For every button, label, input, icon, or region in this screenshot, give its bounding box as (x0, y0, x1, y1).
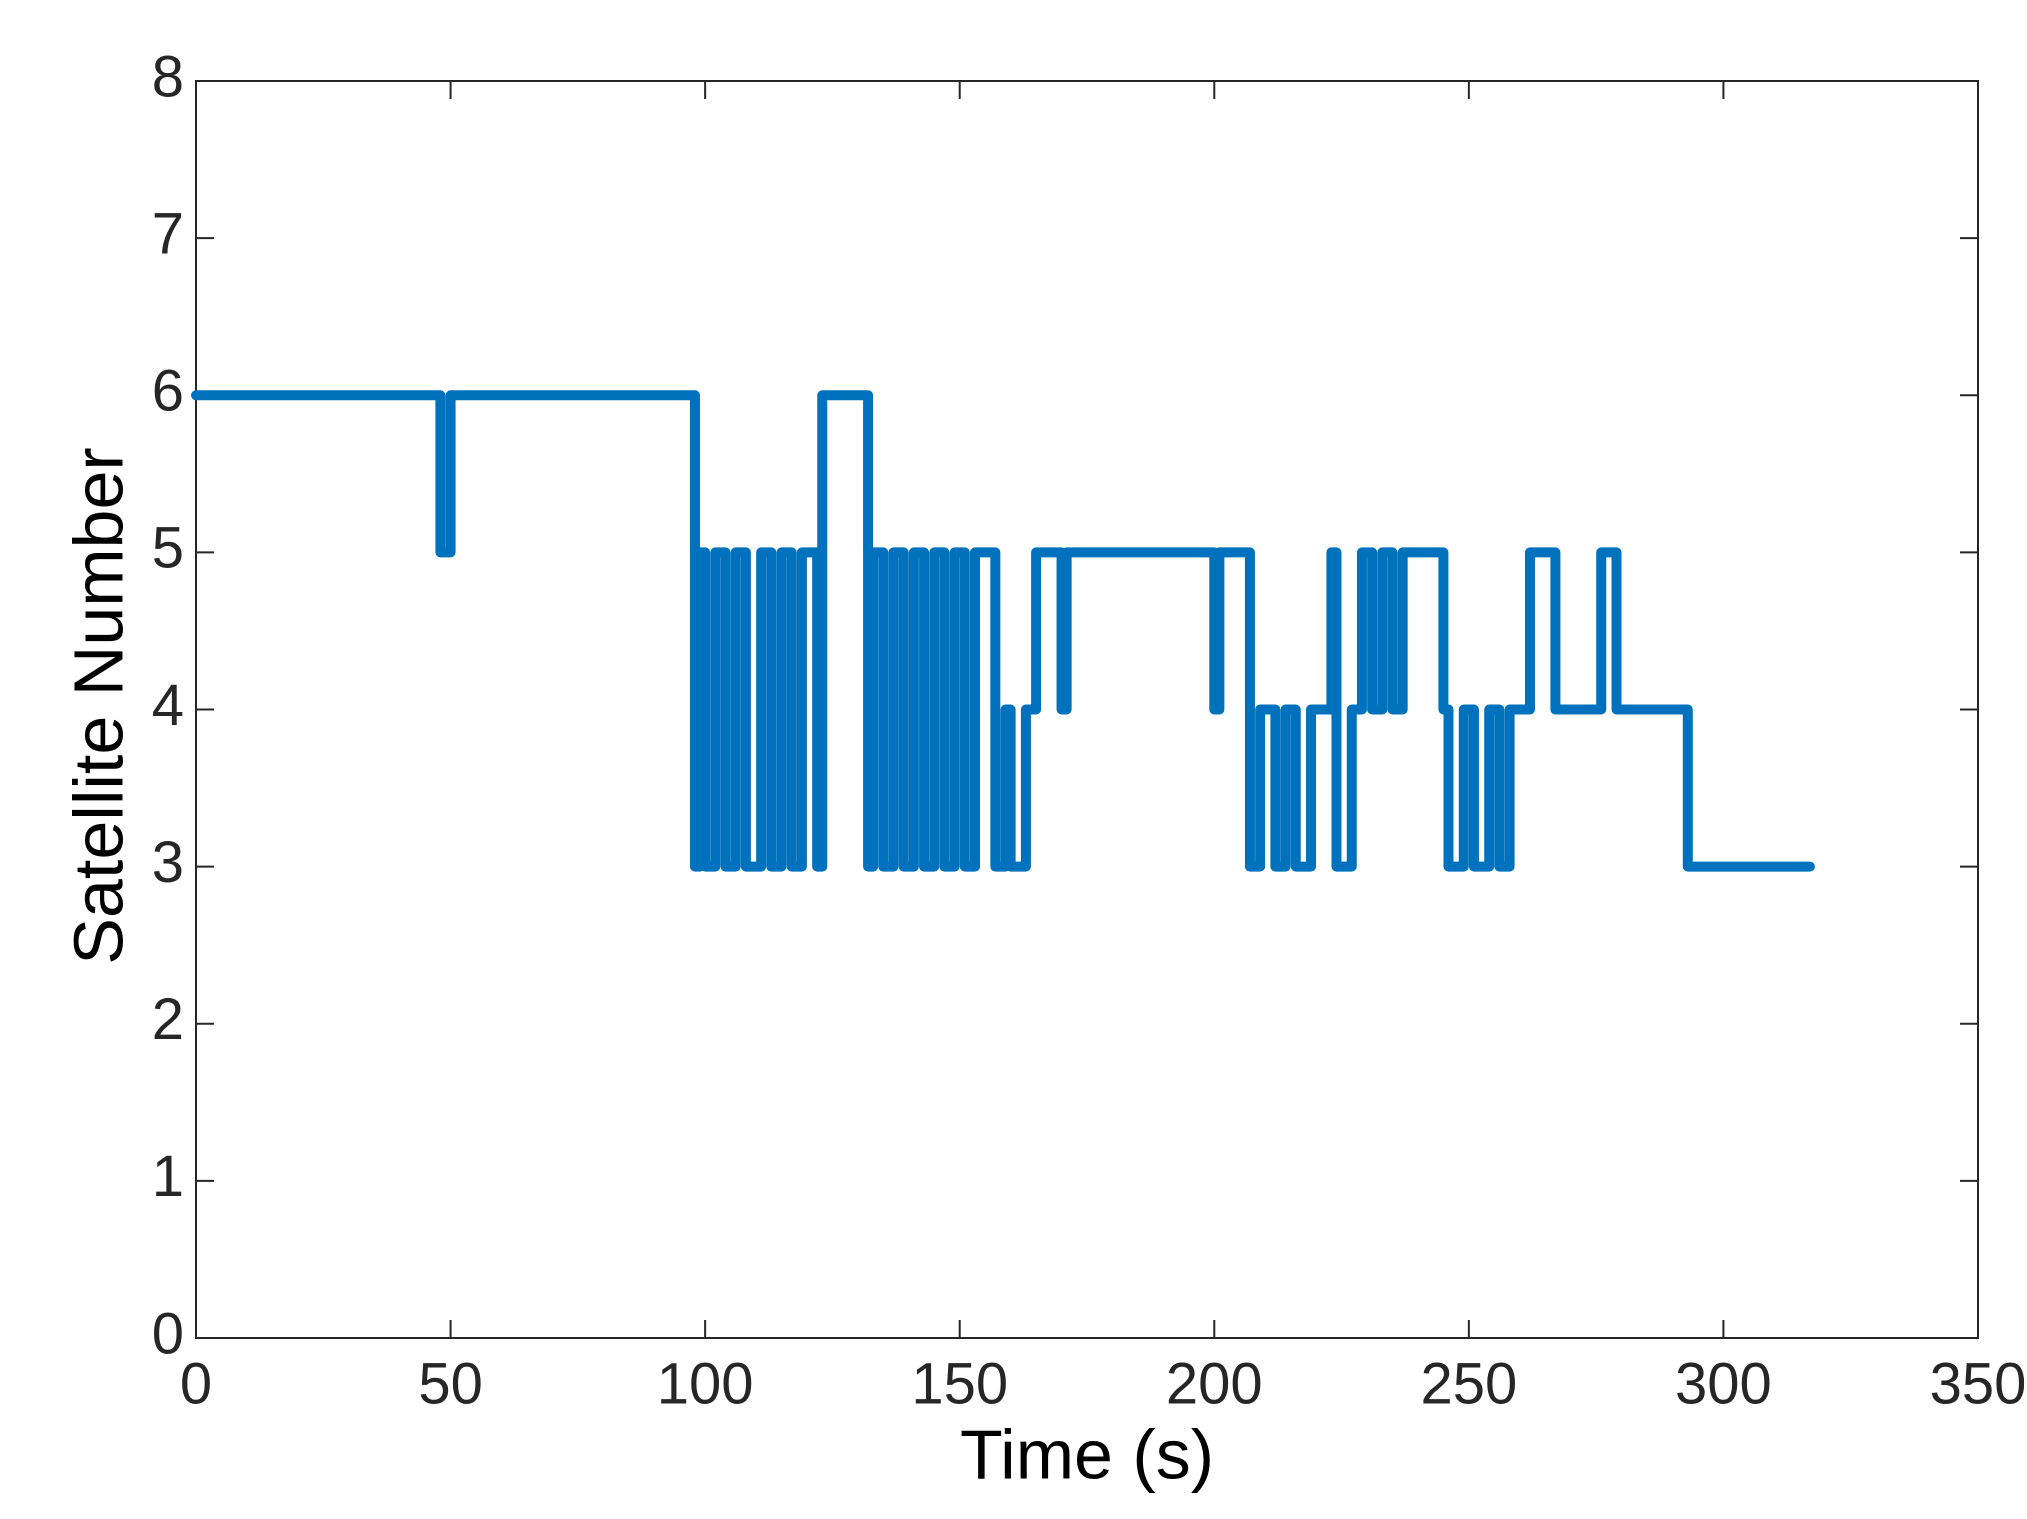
x-tick-label: 50 (418, 1351, 483, 1416)
x-tick-label: 350 (1930, 1351, 2027, 1416)
y-tick-label: 0 (152, 1301, 184, 1366)
y-tick-label: 8 (152, 44, 184, 109)
y-tick-label: 2 (152, 987, 184, 1052)
x-tick-label: 100 (657, 1351, 754, 1416)
y-axis-label: Satellite Number (59, 447, 137, 964)
series-line (191, 390, 1815, 872)
y-tick-label: 4 (152, 673, 184, 738)
x-tick-label: 200 (1166, 1351, 1263, 1416)
y-tick-label: 3 (152, 830, 184, 895)
x-tick-label: 150 (911, 1351, 1008, 1416)
y-tick-label: 6 (152, 359, 184, 424)
plot-frame (195, 80, 1979, 1339)
y-tick-label: 5 (152, 516, 184, 581)
y-tick-label: 1 (152, 1144, 184, 1209)
x-tick-label: 250 (1420, 1351, 1517, 1416)
x-axis-label: Time (s) (960, 1415, 1214, 1493)
y-tick-label: 7 (152, 201, 184, 266)
x-tick-label: 300 (1675, 1351, 1772, 1416)
x-tick-label: 0 (180, 1351, 212, 1416)
